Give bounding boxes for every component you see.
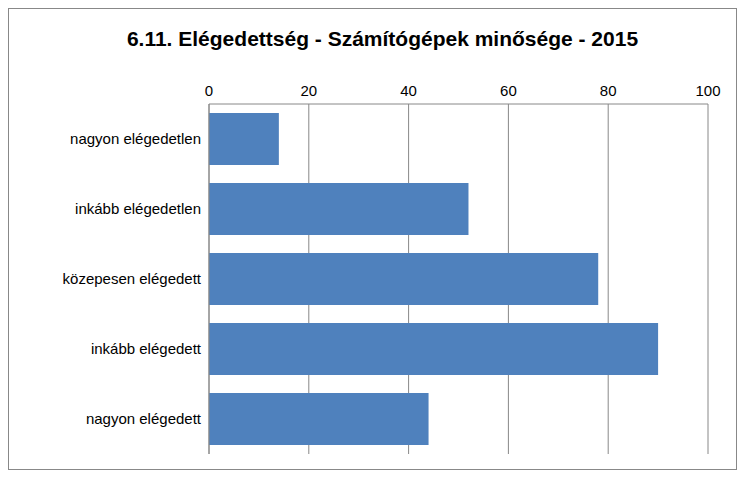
- svg-text:100: 100: [695, 82, 720, 99]
- svg-text:20: 20: [300, 82, 317, 99]
- svg-text:nagyon elégedetlen: nagyon elégedetlen: [70, 130, 201, 147]
- svg-text:közepesen elégedett: közepesen elégedett: [63, 270, 202, 287]
- svg-text:80: 80: [600, 82, 617, 99]
- svg-text:inkább elégedett: inkább elégedett: [91, 340, 202, 357]
- svg-text:60: 60: [500, 82, 517, 99]
- svg-text:nagyon elégedett: nagyon elégedett: [86, 410, 202, 427]
- html-text:6.11. Elégedettség - Számítógé: 6.11. Elégedettség - Számítógépek minősé…: [126, 27, 639, 50]
- svg-text:0: 0: [205, 82, 213, 99]
- svg-text:inkább elégedetlen: inkább elégedetlen: [75, 200, 201, 217]
- svg-text:40: 40: [400, 82, 417, 99]
